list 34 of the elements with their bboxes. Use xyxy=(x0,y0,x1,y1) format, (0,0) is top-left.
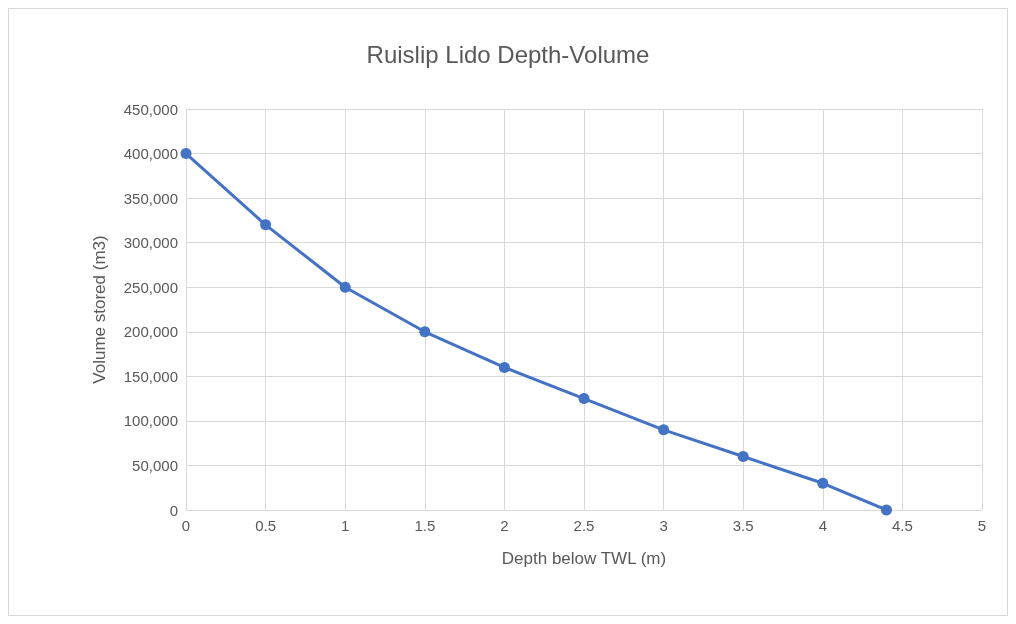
y-tick-label: 50,000 xyxy=(132,456,178,474)
x-tick-label: 4 xyxy=(818,517,827,534)
point xyxy=(737,451,749,463)
y-tick-label: 350,000 xyxy=(123,189,178,207)
point xyxy=(817,477,829,489)
x-tick-label: 3.5 xyxy=(732,517,754,534)
point xyxy=(880,504,892,516)
y-tick-label: 100,000 xyxy=(123,412,178,430)
y-axis-title: Volume stored (m3) xyxy=(90,235,109,384)
point xyxy=(658,424,670,436)
x-axis-title: Depth below TWL (m) xyxy=(501,549,667,568)
y-tick-label: 450,000 xyxy=(123,100,178,118)
x-tick-label: 1.5 xyxy=(414,517,436,534)
x-tick-label: 5 xyxy=(977,517,987,534)
y-tick-label: 0 xyxy=(169,501,178,519)
x-tick-label: 0 xyxy=(181,517,191,534)
y-tick-label: 200,000 xyxy=(123,323,178,341)
x-tick-label: 4.5 xyxy=(891,517,913,534)
x-tick-label: 3 xyxy=(659,517,668,534)
y-tick-label: 250,000 xyxy=(123,278,178,296)
point xyxy=(260,219,272,231)
x-tick-label: 1 xyxy=(341,517,350,534)
point xyxy=(180,148,192,160)
chart-title: Ruislip Lido Depth-Volume xyxy=(366,40,650,68)
y-tick-label: 300,000 xyxy=(123,234,178,252)
y-tick-label: 400,000 xyxy=(123,145,178,163)
point xyxy=(419,326,431,338)
x-tick-label: 2.5 xyxy=(573,517,595,534)
point xyxy=(578,393,590,405)
point xyxy=(498,361,510,373)
point xyxy=(339,281,351,293)
y-tick-label: 150,000 xyxy=(123,367,178,385)
x-tick-label: 0.5 xyxy=(255,517,277,534)
x-tick-label: 2 xyxy=(500,517,509,534)
